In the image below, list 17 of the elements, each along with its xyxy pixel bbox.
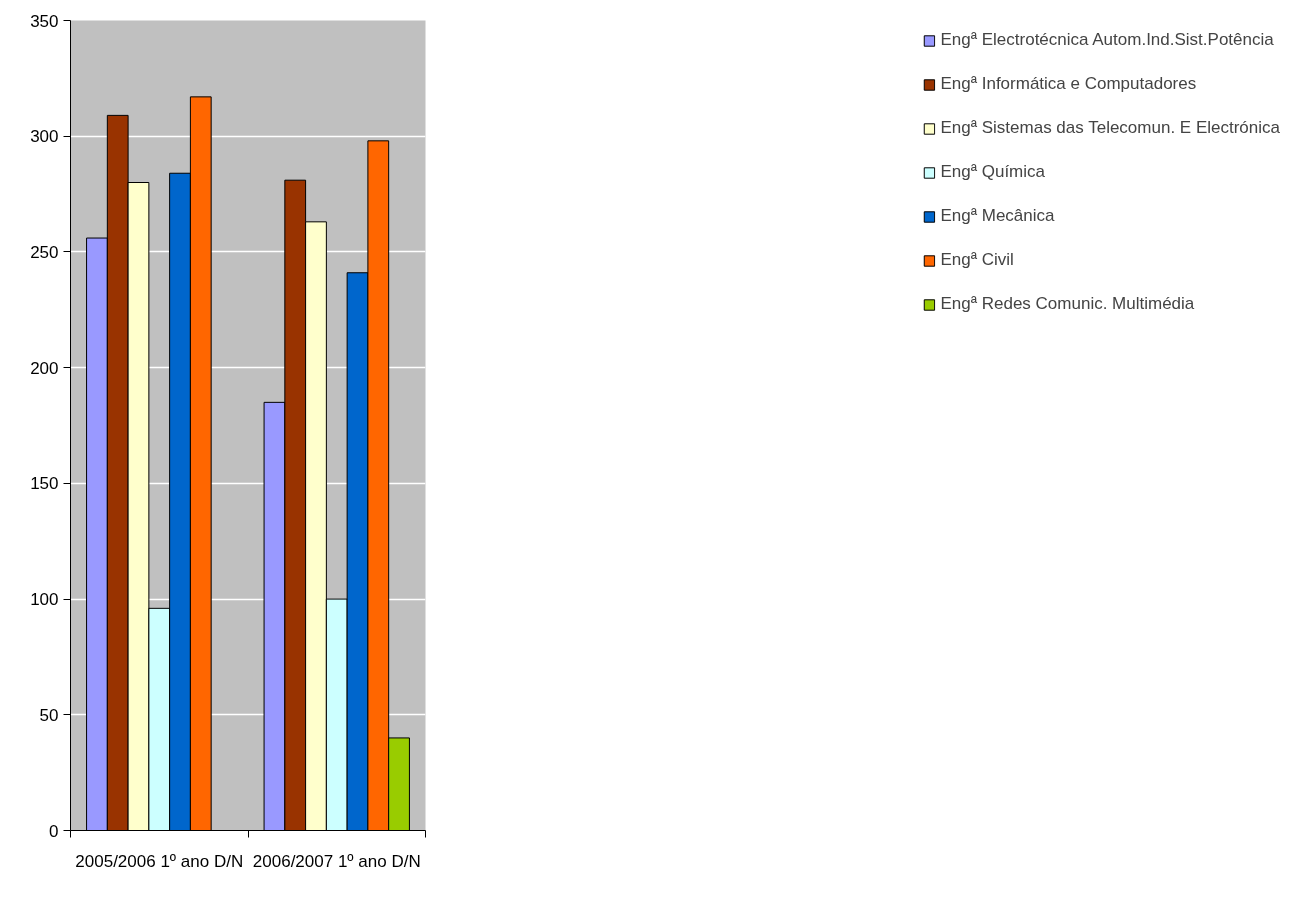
legend-label: Engª Redes Comunic. Multimédia — [940, 294, 1196, 314]
x-tick-label: 2006/2007 1º ano D/N — [252, 851, 421, 871]
legend-label: Engª Mecânica — [940, 206, 1056, 226]
y-tick-label: 50 — [39, 705, 59, 725]
y-tick-label: 150 — [30, 474, 59, 494]
y-tick-label: 350 — [30, 11, 59, 31]
y-tick-label: 100 — [30, 590, 59, 610]
legend-label: Engª Sistemas das Telecomun. E Electrónica — [940, 118, 1280, 138]
y-tick-label: 300 — [30, 127, 59, 147]
legend-label: Engª Química — [940, 162, 1046, 182]
y-tick-label: 0 — [49, 821, 59, 841]
legend-label: Engª Informática e Computadores — [940, 74, 1198, 94]
legend-label: Engª Electrotécnica Autom.Ind.Sist.Potência — [940, 30, 1274, 50]
y-tick-label: 200 — [30, 358, 59, 378]
y-tick-label: 250 — [30, 242, 59, 262]
legend-label: Engª Civil — [940, 250, 1015, 270]
x-tick-label: 2005/2006 1º ano D/N — [75, 851, 244, 871]
